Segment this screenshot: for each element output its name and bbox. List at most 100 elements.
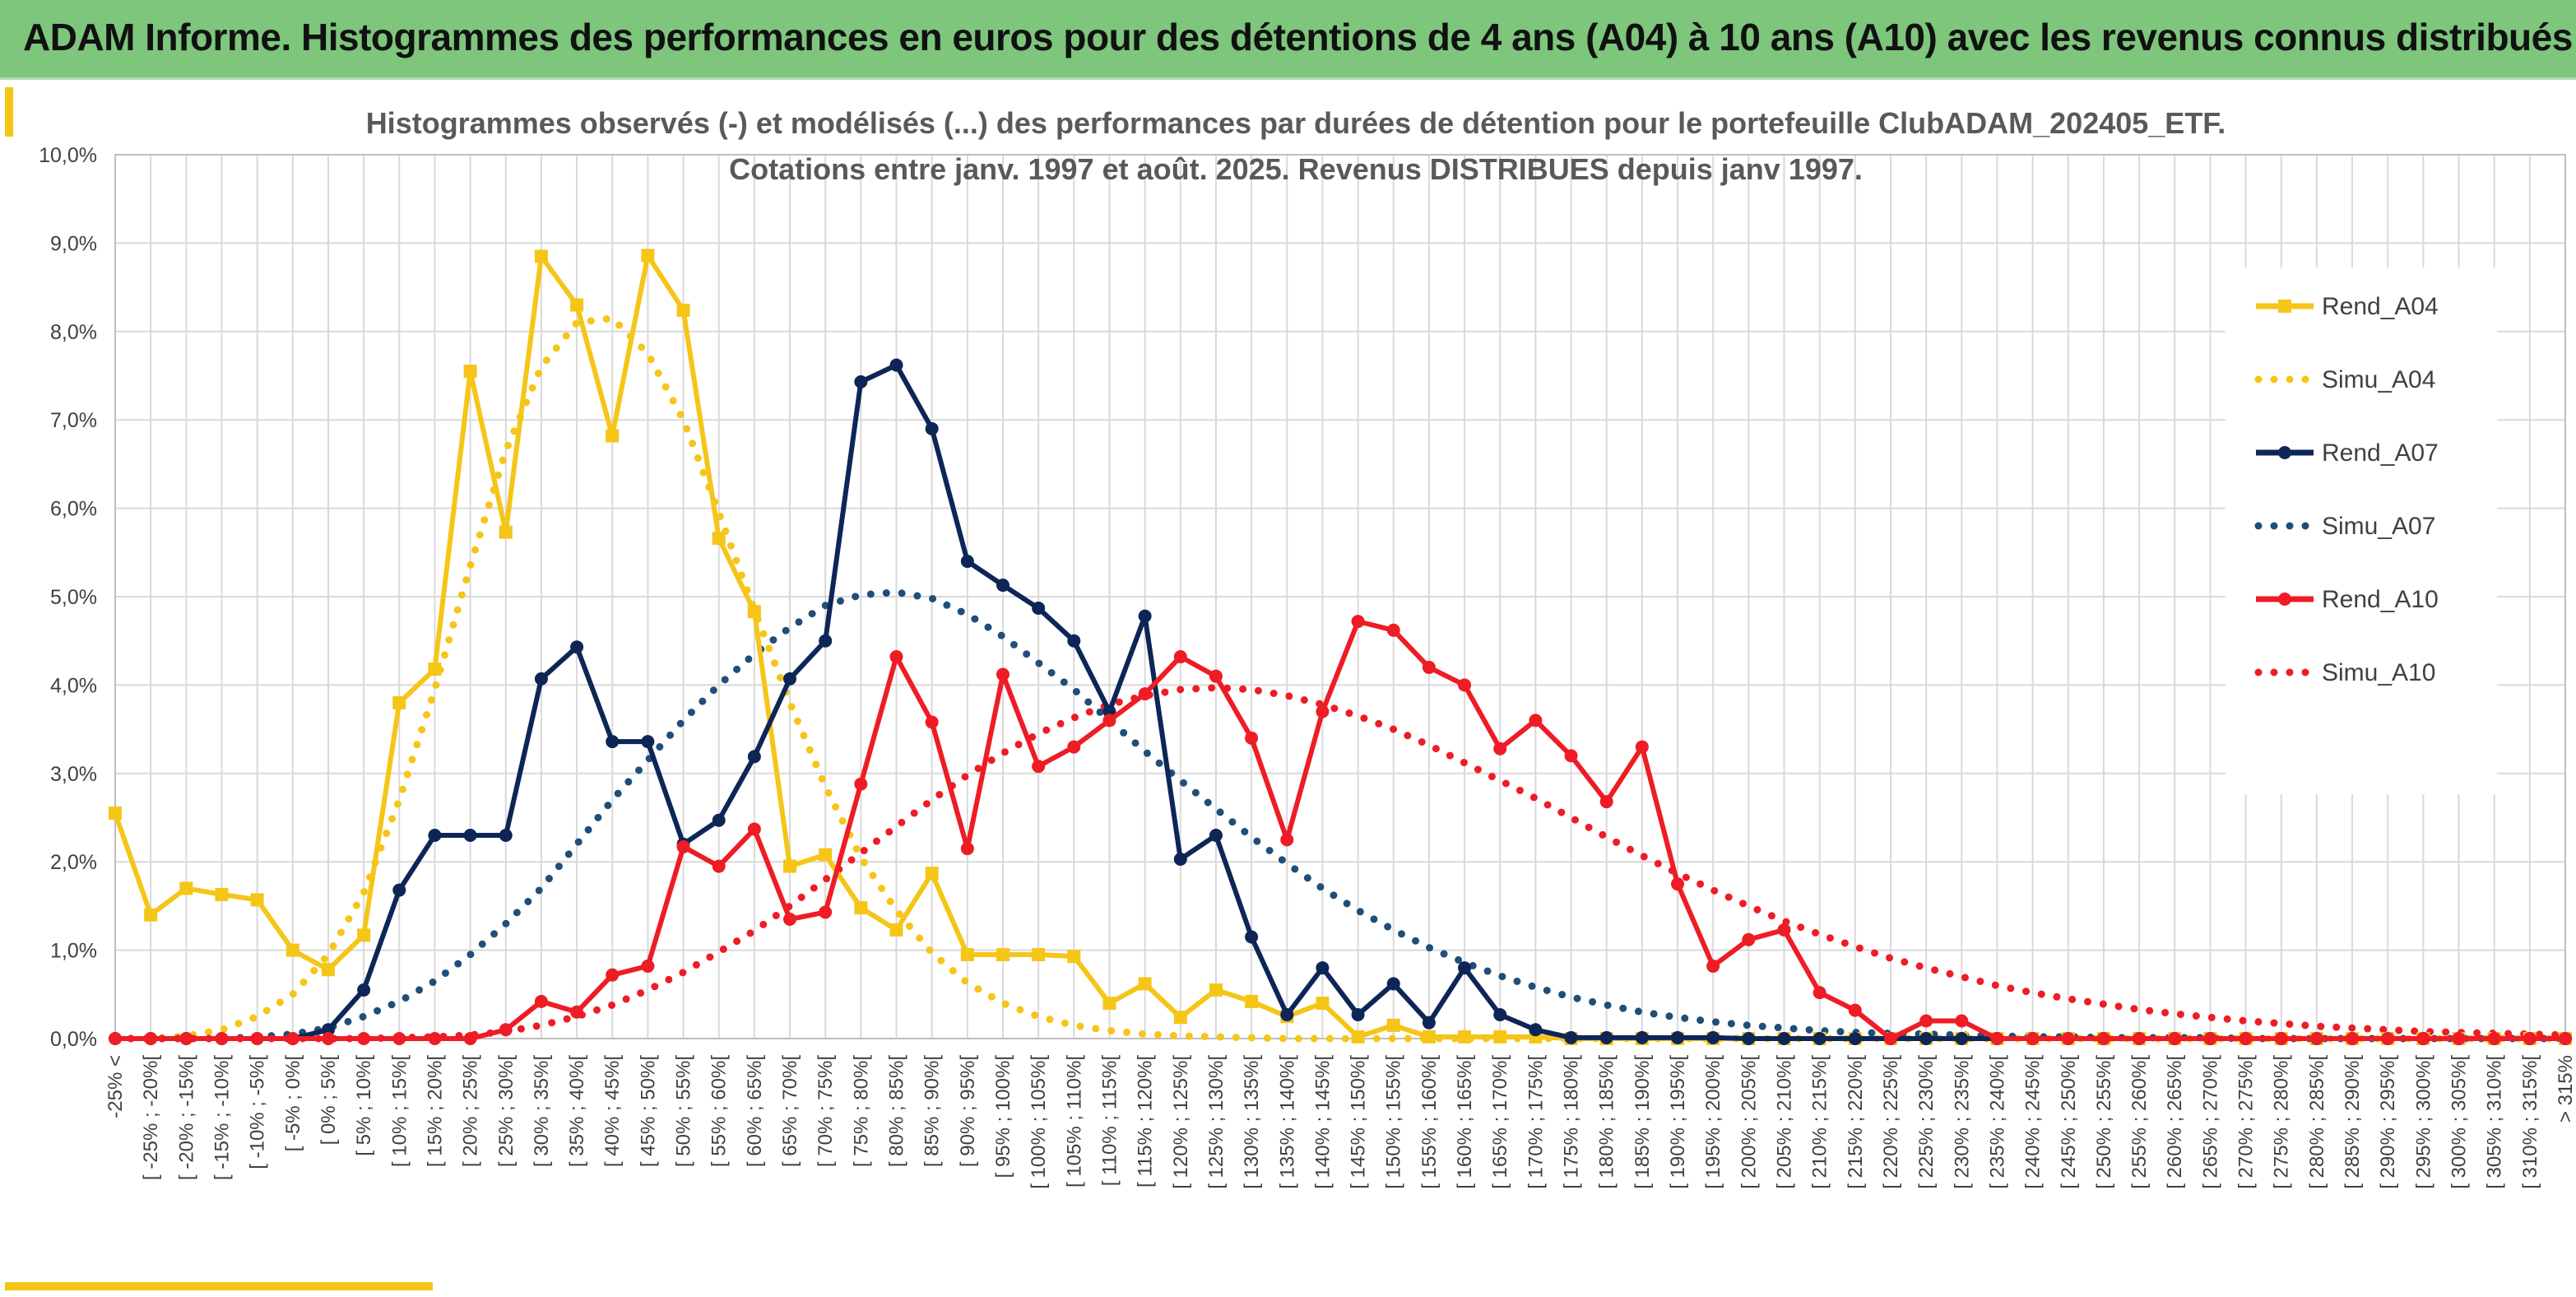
data-point (463, 365, 477, 379)
y-tick-label: 7,0% (50, 409, 97, 432)
data-point (2026, 1032, 2040, 1045)
data-point (499, 828, 513, 842)
data-point (250, 893, 264, 907)
x-tick-label: [ -10% ; -5%[ (247, 1055, 269, 1169)
x-tick-label: [ 45% ; 50%[ (637, 1055, 659, 1167)
series-line (111, 684, 2569, 1043)
data-point (960, 842, 974, 856)
data-point (1032, 947, 1046, 961)
x-tick-label: [ -25% ; -20%[ (140, 1055, 162, 1180)
x-tick-label: [ 5% ; 10%[ (353, 1055, 375, 1156)
x-tick-label: [ 190% ; 195%[ (1667, 1055, 1689, 1189)
data-point (960, 947, 974, 961)
data-point (215, 887, 229, 901)
data-point (1919, 1014, 1933, 1028)
series-layer (109, 249, 2572, 1045)
data-point (1351, 1008, 1365, 1022)
y-tick-label: 3,0% (50, 763, 97, 786)
data-point (747, 750, 761, 764)
data-point (1848, 1003, 1862, 1017)
y-tick-label: 5,0% (50, 586, 97, 609)
legend-label: Simu_A07 (2322, 513, 2435, 540)
data-point (2168, 1032, 2182, 1045)
data-point (2203, 1032, 2217, 1045)
data-point (676, 839, 690, 853)
data-point (1742, 1032, 1756, 1045)
data-point (1102, 997, 1116, 1011)
data-point (179, 1032, 193, 1045)
data-point (1883, 1032, 1897, 1045)
legend-layer: Rend_A04 Simu_A04 Rend_A07 Simu_A07 Rend_A10… (2226, 267, 2497, 794)
x-tick-label: [ 75% ; 80%[ (850, 1055, 872, 1167)
header-banner: ADAM Informe. Histogrammes des performan… (0, 0, 2576, 80)
grid-layer (114, 154, 2566, 1039)
legend-label: Rend_A07 (2322, 439, 2439, 467)
data-point (1529, 714, 1543, 728)
data-point (392, 695, 406, 709)
x-tick-label: [ 310% ; 315%[ (2519, 1055, 2541, 1189)
histogram-chart: 0,0% 1,0% 2,0% 3,0% 4,0% 5,0% 6,0% 7,0% 8,0% 9,0%… (39, 106, 2576, 1189)
series-line (113, 253, 2565, 1041)
data-point (1671, 877, 1685, 891)
y-tick-label: 2,0% (50, 851, 97, 874)
data-point (925, 867, 939, 881)
x-tick-label: [ 65% ; 70%[ (779, 1055, 801, 1167)
y-tick-label: 6,0% (50, 498, 97, 521)
legend-marker (2278, 446, 2291, 459)
data-point (499, 525, 513, 539)
data-point (996, 947, 1010, 961)
data-point (1386, 1018, 1400, 1032)
data-point (179, 881, 193, 895)
data-point (2559, 1032, 2572, 1045)
data-point (1599, 1030, 1613, 1044)
data-point (285, 1032, 299, 1045)
data-point (1529, 1023, 1543, 1037)
data-point (1102, 714, 1116, 728)
data-point (1067, 740, 1081, 754)
corner-accent-bottom-left (5, 1282, 433, 1290)
x-tick-label: [ -20% ; -15%[ (175, 1055, 197, 1180)
data-point (1209, 669, 1223, 683)
data-point (606, 968, 620, 982)
data-point (321, 1032, 335, 1045)
data-point (215, 1032, 229, 1045)
x-tick-label: [ 10% ; 15%[ (388, 1055, 411, 1167)
plot-frame (114, 154, 2566, 1039)
data-point (641, 249, 655, 263)
data-point (606, 429, 620, 443)
data-point (1422, 1016, 1436, 1030)
x-tick-label: [ 145% ; 150%[ (1348, 1055, 1370, 1189)
data-point (1777, 923, 1791, 937)
x-tick-label: [ 250% ; 255%[ (2093, 1055, 2115, 1189)
data-point (1422, 1030, 1436, 1044)
data-point (2239, 1032, 2253, 1045)
x-tick-label: [ 205% ; 210%[ (1773, 1055, 1795, 1189)
data-point (747, 605, 761, 619)
x-tick-label: [ 70% ; 75%[ (815, 1055, 837, 1167)
series-Rend_A07 (109, 358, 2572, 1045)
data-point (1564, 1030, 1578, 1044)
data-point (285, 943, 299, 957)
data-point (2523, 1032, 2537, 1045)
legend-item: Rend_A07 (2256, 439, 2439, 467)
legend-label: Simu_A10 (2322, 659, 2435, 686)
data-point (534, 672, 548, 686)
x-tick-label: [ 125% ; 130%[ (1205, 1055, 1228, 1189)
series-line (111, 588, 2569, 1043)
data-point (2274, 1032, 2288, 1045)
legend-item: Simu_A07 (2254, 513, 2435, 540)
x-tick-label: [ 60% ; 65%[ (744, 1055, 766, 1167)
x-tick-label: [ 240% ; 245%[ (2022, 1055, 2045, 1189)
data-point (109, 1032, 122, 1045)
data-point (392, 883, 406, 897)
legend-item: Simu_A10 (2254, 659, 2435, 686)
data-point (1316, 961, 1330, 975)
x-tick-label: -25% < (104, 1055, 127, 1118)
x-tick-label: [ 285% ; 290%[ (2342, 1055, 2364, 1189)
data-point (463, 828, 477, 842)
x-tick-label: [ 260% ; 265%[ (2164, 1055, 2186, 1189)
data-point (144, 908, 158, 922)
data-point (534, 249, 548, 263)
corner-accent-top-left (5, 87, 13, 137)
x-tick-label: [ 90% ; 95%[ (957, 1055, 979, 1167)
